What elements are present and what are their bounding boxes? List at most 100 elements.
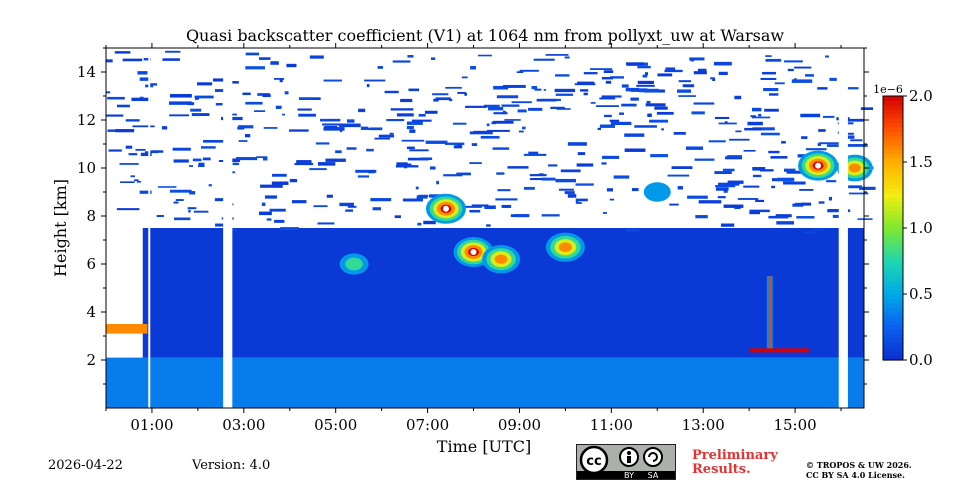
noise-streak	[817, 87, 828, 90]
noise-streak	[191, 113, 210, 117]
noise-streak	[650, 154, 669, 158]
cc-icon-label: cc	[586, 454, 601, 469]
colorbar-swatch	[883, 236, 903, 242]
noise-streak	[724, 121, 728, 124]
noise-streak	[558, 188, 574, 191]
noise-streak	[577, 152, 586, 156]
y-tick-label: 8	[86, 207, 96, 225]
noise-streak	[602, 155, 620, 159]
feature-level	[558, 242, 572, 253]
noise-streak	[768, 93, 779, 96]
noise-streak	[486, 129, 510, 132]
noise-streak	[366, 84, 370, 88]
colorbar-swatch	[883, 206, 903, 211]
date-label: 2026-04-22	[48, 458, 123, 473]
noise-streak	[678, 80, 691, 83]
noise-streak	[406, 121, 423, 125]
noise-streak	[174, 217, 191, 221]
noise-streak	[188, 209, 191, 213]
noise-streak	[664, 69, 683, 73]
layer-2	[106, 324, 148, 334]
colorbar-swatch	[883, 298, 903, 304]
noise-streak	[194, 96, 199, 100]
noise-streak	[743, 185, 760, 188]
y-tick-label: 14	[77, 63, 96, 81]
noise-streak	[564, 56, 570, 59]
noise-streak	[289, 178, 298, 183]
noise-streak	[682, 84, 695, 88]
noise-streak	[317, 162, 336, 166]
noise-streak	[445, 86, 462, 89]
noise-streak	[416, 195, 428, 199]
noise-streak	[128, 153, 138, 156]
noise-streak	[445, 142, 465, 145]
y-tick-label: 12	[77, 111, 96, 129]
noise-streak	[464, 92, 468, 96]
noise-streak	[116, 208, 140, 211]
noise-streak	[395, 165, 419, 168]
noise-streak	[173, 159, 189, 163]
noise-streak	[737, 198, 759, 200]
noise-streak	[502, 84, 526, 88]
noise-streak	[415, 186, 419, 190]
noise-streak	[122, 58, 143, 62]
colorbar-swatch	[883, 166, 903, 172]
noise-streak	[752, 167, 766, 171]
noise-streak	[493, 85, 509, 90]
colorbar-tick-label: 0.0	[909, 351, 933, 369]
noise-streak	[621, 84, 629, 88]
colorbar-swatch	[883, 289, 903, 295]
noise-streak	[735, 130, 742, 133]
noise-streak	[626, 228, 640, 232]
colorbar-swatch	[883, 214, 903, 220]
noise-streak	[170, 94, 192, 98]
y-tick-label: 4	[86, 303, 96, 321]
noise-streak	[367, 127, 374, 130]
noise-streak	[116, 104, 130, 108]
noise-streak	[693, 102, 715, 105]
noise-streak	[601, 162, 607, 165]
noise-streak	[850, 139, 863, 142]
noise-streak	[313, 205, 328, 208]
noise-streak	[523, 186, 535, 190]
noise-streak	[639, 88, 660, 93]
colorbar-swatch	[883, 96, 903, 101]
noise-streak	[817, 143, 821, 146]
noise-streak	[796, 216, 815, 219]
noise-streak	[645, 103, 666, 107]
colorbar-swatch	[883, 351, 903, 357]
noise-streak	[752, 174, 762, 178]
noise-streak	[245, 101, 263, 105]
noise-streak	[369, 127, 383, 131]
x-tick-label: 09:00	[498, 416, 541, 434]
noise-streak	[501, 204, 512, 208]
colorbar-exponent: 1e−6	[873, 83, 903, 96]
noise-streak	[624, 148, 646, 152]
noise-streak	[805, 148, 827, 151]
noise-streak	[801, 202, 812, 206]
noise-streak	[687, 195, 708, 199]
noise-streak	[630, 97, 639, 101]
noise-streak	[135, 148, 146, 151]
noise-streak	[747, 121, 763, 126]
noise-streak	[517, 109, 527, 113]
noise-streak	[114, 51, 131, 54]
noise-streak	[140, 152, 152, 157]
colorbar-swatch	[883, 144, 903, 150]
noise-streak	[768, 215, 789, 219]
copyright-line-1: © TROPOS & UW 2026.	[806, 460, 912, 470]
noise-streak	[734, 207, 741, 210]
noise-streak	[749, 211, 760, 215]
noise-streak	[695, 215, 708, 219]
preliminary-note: Preliminary Results.	[692, 449, 778, 477]
noise-streak	[264, 195, 277, 199]
noise-streak	[548, 164, 558, 167]
noise-streak	[597, 127, 601, 131]
noise-streak	[647, 113, 652, 117]
copyright-note: © TROPOS & UW 2026. CC BY SA 4.0 License…	[806, 460, 912, 480]
noise-streak	[409, 149, 429, 152]
version-label: Version: 4.0	[192, 458, 271, 473]
noise-streak	[107, 96, 125, 100]
noise-streak	[488, 107, 504, 111]
noise-streak	[689, 57, 705, 61]
